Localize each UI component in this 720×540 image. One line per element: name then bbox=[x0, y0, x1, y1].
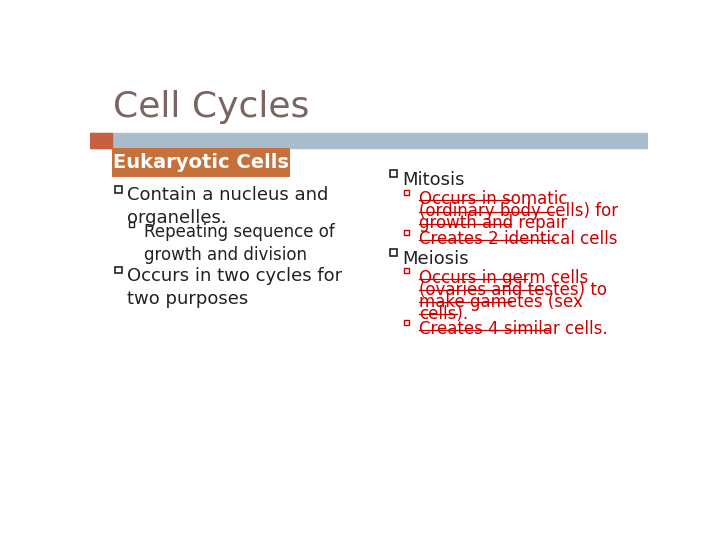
Text: cells).: cells). bbox=[419, 305, 469, 323]
Text: Eukaryotic Cells: Eukaryotic Cells bbox=[113, 153, 289, 172]
Bar bbox=[114, 186, 122, 193]
Text: Creates 2 identical cells: Creates 2 identical cells bbox=[419, 231, 618, 248]
Text: Creates 4 similar cells.: Creates 4 similar cells. bbox=[419, 320, 608, 339]
Text: (ordinary body cells) for: (ordinary body cells) for bbox=[419, 202, 618, 220]
Bar bbox=[404, 190, 409, 195]
Bar bbox=[129, 222, 134, 227]
Text: Meiosis: Meiosis bbox=[402, 249, 469, 268]
Text: Mitosis: Mitosis bbox=[402, 171, 465, 189]
Bar bbox=[112, 148, 290, 177]
Text: Occurs in somatic: Occurs in somatic bbox=[419, 190, 568, 208]
Text: Contain a nucleus and
organelles.: Contain a nucleus and organelles. bbox=[127, 186, 328, 227]
Text: (ovaries and testes) to: (ovaries and testes) to bbox=[419, 281, 608, 299]
Text: growth and repair: growth and repair bbox=[419, 214, 567, 232]
Text: Occurs in germ cells: Occurs in germ cells bbox=[419, 269, 589, 287]
Bar bbox=[90, 132, 112, 148]
Bar bbox=[404, 230, 409, 235]
Bar bbox=[114, 267, 122, 273]
Bar bbox=[390, 249, 397, 256]
Text: Occurs in two cycles for
two purposes: Occurs in two cycles for two purposes bbox=[127, 267, 342, 308]
Text: Cell Cycles: Cell Cycles bbox=[113, 90, 310, 124]
Bar bbox=[404, 320, 409, 325]
Bar bbox=[390, 170, 397, 177]
Text: make gametes (sex: make gametes (sex bbox=[419, 293, 583, 310]
Bar bbox=[404, 268, 409, 273]
Text: Repeating sequence of
growth and division: Repeating sequence of growth and divisio… bbox=[144, 222, 335, 264]
Bar bbox=[90, 132, 648, 148]
